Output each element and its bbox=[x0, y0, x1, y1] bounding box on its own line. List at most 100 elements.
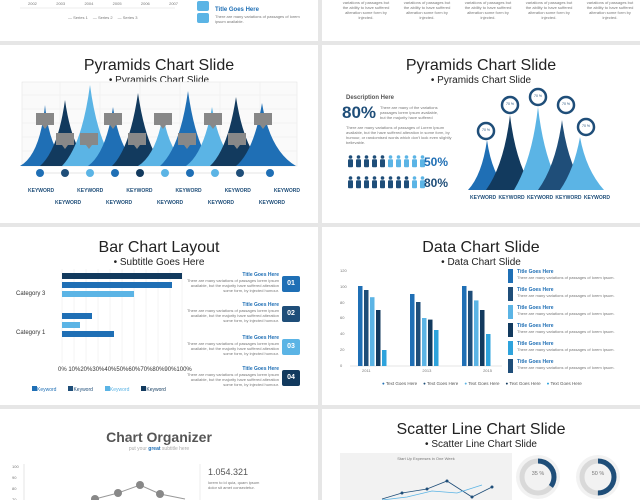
bar bbox=[62, 273, 182, 279]
slide-title: Scatter Line Chart Slide bbox=[396, 421, 566, 438]
legend-entry: ● Text Goes Here bbox=[505, 381, 541, 386]
y-axis: 100 90 80 70 bbox=[12, 464, 19, 500]
pyramid-label bbox=[80, 133, 98, 149]
pin-pyramids bbox=[468, 87, 604, 190]
slide-title: Pyramids Chart Slide bbox=[405, 57, 557, 74]
slide-data-chart[interactable]: Data Chart Slide • Data Chart Slide 120 … bbox=[322, 227, 640, 405]
tag-icon bbox=[197, 13, 209, 23]
legend-entry: Keyword bbox=[68, 386, 93, 393]
column-text: variations of passages but the ability t… bbox=[342, 0, 390, 20]
person-icon bbox=[412, 159, 417, 168]
person-icon bbox=[420, 180, 425, 189]
series-legend: — Series 1 — Series 2 — Series 3 bbox=[68, 15, 137, 20]
person-icon bbox=[348, 155, 353, 159]
keyword-label: KEYWORD bbox=[156, 200, 184, 206]
keyword-label: KEYWORD bbox=[224, 188, 251, 194]
person-icon bbox=[372, 155, 377, 159]
person-icon bbox=[348, 159, 353, 168]
slide-subtitle: put your great subtitle here bbox=[128, 446, 190, 452]
stat-80: 80% bbox=[424, 176, 449, 190]
legend-entry: ● Text Goes Here bbox=[464, 381, 500, 386]
item-text: There are many variations of passages of… bbox=[517, 347, 615, 352]
organizer-value: 1.054.321 bbox=[208, 467, 249, 477]
slide-pyramids-1[interactable]: Pyramids Chart Slide • Pyramids Chart Sl… bbox=[0, 45, 318, 223]
column-bar bbox=[416, 302, 421, 366]
column-bar bbox=[358, 286, 363, 366]
keyword-label: KEYWORD bbox=[175, 188, 202, 194]
slide-top-left[interactable]: 2002 2003 2004 2005 2006 2007 — Series 1… bbox=[0, 0, 318, 41]
person-icon bbox=[396, 159, 401, 168]
column-bar bbox=[376, 310, 381, 366]
big-percent-text: There are many of the variations passage… bbox=[380, 105, 439, 120]
year-label: 2002 bbox=[28, 1, 37, 6]
keyword-label: KEYWORD bbox=[55, 200, 82, 206]
slide-title: Bar Chart Layout bbox=[98, 239, 220, 256]
slide-top-right[interactable]: variations of passages but the ability t… bbox=[322, 0, 640, 41]
person-icon bbox=[388, 155, 393, 159]
person-icon bbox=[372, 180, 377, 189]
bar bbox=[62, 322, 80, 328]
info-icon bbox=[197, 1, 209, 11]
year-label: 2006 bbox=[140, 1, 150, 6]
person-icon bbox=[372, 159, 377, 168]
column-bar bbox=[370, 297, 375, 366]
column-bar bbox=[382, 350, 387, 366]
y-tick: 70 bbox=[12, 497, 17, 500]
person-icon bbox=[372, 176, 377, 180]
keyword-label: KEYWORD bbox=[526, 195, 554, 201]
item-color-bar bbox=[508, 269, 513, 283]
keyword-label: KEYWORD bbox=[583, 195, 610, 201]
slide-subtitle: • Pyramids Chart Slide bbox=[430, 75, 532, 86]
item-text: There are many variations of passages of… bbox=[517, 365, 615, 370]
bar bbox=[62, 331, 114, 337]
legend-entry: Keyword bbox=[141, 386, 166, 393]
number-badge: 01 bbox=[282, 276, 300, 292]
person-icon bbox=[420, 159, 425, 168]
top-left-axis bbox=[20, 7, 175, 9]
pin-label: 70 % bbox=[562, 102, 570, 106]
legend-entry: — Series 2 bbox=[92, 15, 113, 20]
people-graphic bbox=[348, 155, 425, 189]
slide-scatter-line[interactable]: Scatter Line Chart Slide • Scatter Line … bbox=[322, 409, 640, 500]
y-tick: 120 bbox=[340, 268, 347, 273]
person-icon bbox=[364, 176, 369, 180]
pin-label: 70 % bbox=[506, 102, 514, 106]
person-icon bbox=[404, 159, 409, 168]
person-icon bbox=[404, 155, 409, 159]
slide-subtitle: • Pyramids Chart Slide bbox=[108, 75, 210, 86]
number-badge: 04 bbox=[282, 370, 300, 386]
person-icon bbox=[404, 176, 409, 180]
stat-50: 50% bbox=[424, 155, 449, 169]
ring-label: 50 % bbox=[591, 471, 605, 477]
data-legend: ● Text Goes Here ● Text Goes Here ● Text… bbox=[382, 381, 582, 386]
group-label: 2013 bbox=[422, 368, 432, 373]
legend-entry: ● Text Goes Here bbox=[382, 381, 418, 386]
keyword-label: KEYWORD bbox=[126, 188, 153, 194]
year-label: 2003 bbox=[56, 1, 66, 6]
person-icon bbox=[388, 176, 393, 180]
person-icon bbox=[356, 159, 361, 168]
year-axis: 2002 2003 2004 2005 2006 2007 bbox=[28, 1, 178, 6]
blurb-text: There are many variations of passages of… bbox=[215, 14, 300, 24]
keyword-label: KEYWORD bbox=[555, 195, 582, 201]
big-percent: 80% bbox=[342, 103, 377, 122]
legend-entry: — Series 3 bbox=[117, 15, 138, 20]
item-title: Title Goes Here bbox=[242, 366, 279, 372]
item-text: There are many variations of passages lo… bbox=[186, 372, 279, 387]
y-tick: 0 bbox=[340, 362, 343, 368]
column-text: variations of passages but the ability t… bbox=[403, 0, 451, 20]
item-text: There are many variations of passages of… bbox=[517, 311, 615, 316]
column-text: variations of passages but the ability t… bbox=[464, 0, 512, 20]
keyword-label: KEYWORD bbox=[258, 200, 285, 206]
slide-bar-layout[interactable]: Bar Chart Layout • Subtitle Goes Here Ca… bbox=[0, 227, 318, 405]
person-icon bbox=[412, 155, 417, 159]
slide-pyramids-2[interactable]: Pyramids Chart Slide • Pyramids Chart Sl… bbox=[322, 45, 640, 223]
slide-chart-organizer[interactable]: Chart Organizer put your great subtitle … bbox=[0, 409, 318, 500]
column-texts: variations of passages but the ability t… bbox=[340, 0, 636, 20]
column-bar bbox=[468, 290, 473, 366]
keyword-label: KEYWORD bbox=[28, 188, 55, 194]
y-tick: 100 bbox=[12, 464, 19, 469]
pyramid-peak bbox=[138, 115, 190, 166]
pyramid-peak bbox=[236, 103, 296, 166]
column-text: variations of passages but the ability t… bbox=[525, 0, 573, 20]
